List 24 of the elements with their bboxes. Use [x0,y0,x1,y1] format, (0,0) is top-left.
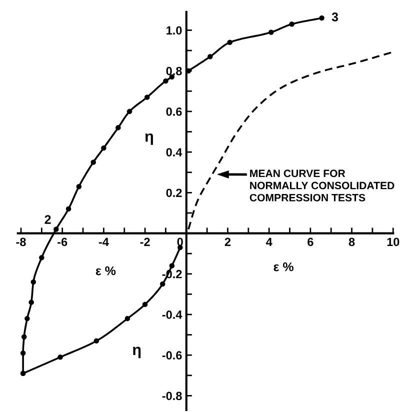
annotation: 3 [332,12,338,22]
x-tick-label: -4 [98,238,109,246]
x-axis-title: ε % [274,262,294,272]
x-tick-label: -8 [16,238,26,246]
x-tick-label: -2 [140,238,150,246]
x-tick-label: 4 [266,238,272,246]
annotation: η [132,346,141,358]
x-tick-label: -6 [58,238,68,246]
y-tick-label: 0.4 [166,148,182,156]
annotation: ε % [96,266,116,276]
y-tick-label: 0.2 [166,188,182,198]
x-tick-label: 6 [308,238,314,246]
y-tick-label: 0.6 [166,107,182,116]
y-tick-label: 1.0 [166,26,182,35]
x-tick-label: 8 [348,238,355,246]
y-axis-title: η [145,133,153,145]
y-tick-label: -0.4 [162,310,182,319]
x-tick-label: 10 [387,238,400,246]
y-tick-label: 0.8 [166,66,182,76]
x-tick-label: 2 [224,238,231,246]
y-tick-label: -0.8 [162,392,182,400]
y-tick-label: -0.6 [162,351,182,360]
annotation: 2 [44,215,51,224]
annotation: MEAN CURVE FOR NORMALLY CONSOLIDATED COMPRESSION TESTS [250,170,394,202]
